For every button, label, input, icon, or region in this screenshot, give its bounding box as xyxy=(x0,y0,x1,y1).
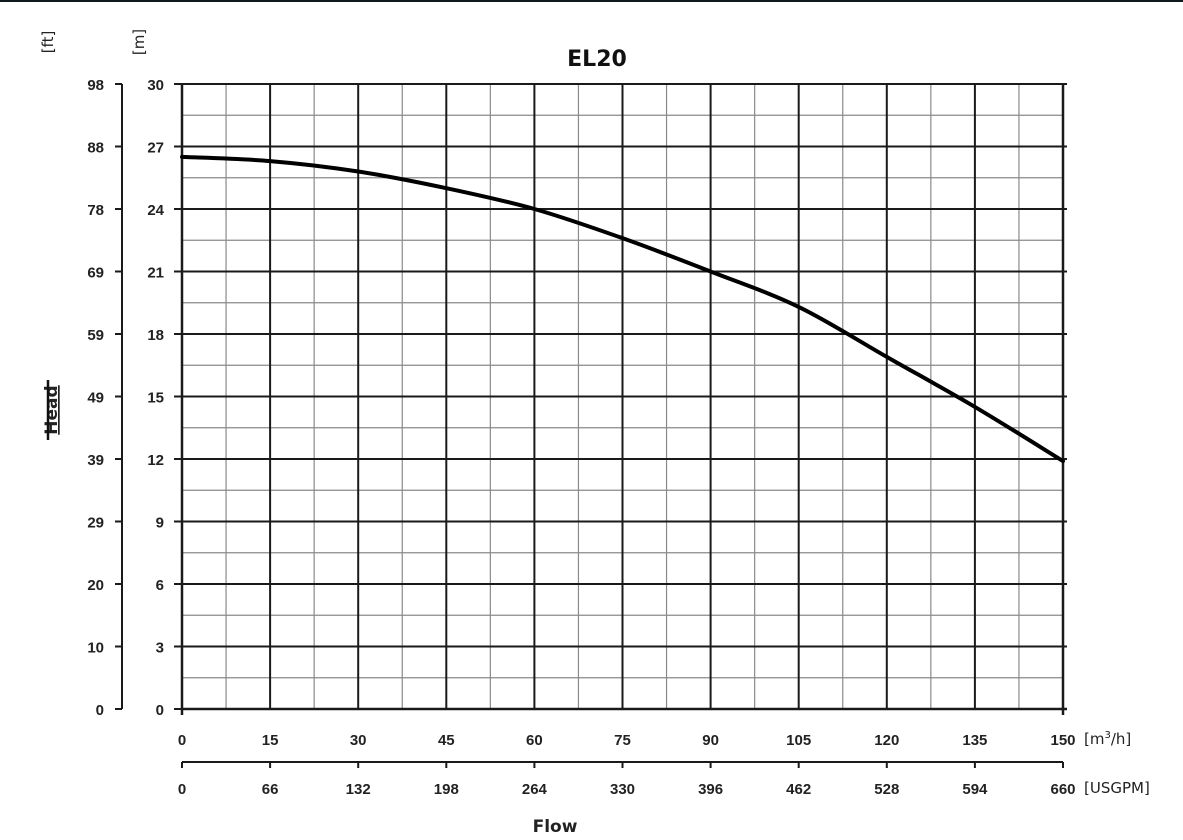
y-secondary-tick-label: 10 xyxy=(87,640,104,657)
y-secondary-tick-label: 78 xyxy=(87,202,104,219)
x-secondary-tick-label: 396 xyxy=(698,781,723,798)
x-secondary-tick-label: 66 xyxy=(262,781,279,798)
y-primary-tick-label: 24 xyxy=(147,202,164,219)
x-secondary-tick-label: 0 xyxy=(178,781,186,798)
y-secondary-tick-label: 49 xyxy=(87,390,104,407)
x-primary-tick-label: 15 xyxy=(262,732,279,749)
y-secondary-tick-label: 69 xyxy=(87,265,104,282)
y-primary-tick-label: 3 xyxy=(156,640,164,657)
x-primary-tick-label: 45 xyxy=(438,732,455,749)
y-secondary-tick-label: 98 xyxy=(87,77,104,94)
x-primary-tick-label: 90 xyxy=(702,732,719,749)
y-secondary-tick-label: 20 xyxy=(87,577,104,594)
x-secondary-tick-label: 132 xyxy=(346,781,371,798)
x-primary-tick-label: 0 xyxy=(178,732,186,749)
y-primary-tick-label: 21 xyxy=(147,265,164,282)
y-primary-tick-label: 18 xyxy=(147,327,164,344)
y-secondary-tick-label: 0 xyxy=(96,702,104,719)
y-secondary-unit: [ft] xyxy=(39,31,57,54)
x-secondary-unit: [USGPM] xyxy=(1084,779,1150,797)
x-primary-tick-label: 120 xyxy=(874,732,899,749)
x-secondary-tick-label: 594 xyxy=(962,781,988,798)
grid xyxy=(174,83,1067,715)
y-secondary-tick-label: 29 xyxy=(87,515,104,532)
x-secondary-tick-label: 528 xyxy=(874,781,899,798)
chart-title: EL20 xyxy=(567,47,627,72)
y-primary-tick-label: 12 xyxy=(147,452,164,469)
top-border xyxy=(0,0,1183,2)
y-primary-tick-label: 0 xyxy=(156,702,164,719)
y-secondary-tick-label: 39 xyxy=(87,452,104,469)
x-secondary-tick-label: 330 xyxy=(610,781,635,798)
x-secondary-tick-label: 198 xyxy=(434,781,459,798)
y-primary-unit: [m] xyxy=(130,29,148,55)
x-secondary-tick-label: 660 xyxy=(1050,781,1075,798)
x-secondary-tick-label: 462 xyxy=(786,781,811,798)
x-primary-tick-label: 135 xyxy=(962,732,987,749)
axes: 0369121518212427300102029394959697888980… xyxy=(87,77,1075,798)
y-primary-tick-label: 15 xyxy=(147,390,164,407)
x-primary-tick-label: 60 xyxy=(526,732,543,749)
x-secondary-tick-label: 264 xyxy=(522,781,548,798)
head-flow-curve xyxy=(180,154,1065,464)
y-secondary-tick-label: 88 xyxy=(87,140,104,157)
x-primary-unit: [m3/h] xyxy=(1084,730,1131,748)
y-axis-title: Head xyxy=(42,385,62,434)
x-primary-tick-label: 75 xyxy=(614,732,631,749)
x-primary-tick-label: 30 xyxy=(350,732,367,749)
x-primary-tick-label: 105 xyxy=(786,732,811,749)
y-primary-tick-label: 30 xyxy=(147,77,164,94)
y-secondary-tick-label: 59 xyxy=(87,327,104,344)
y-primary-tick-label: 6 xyxy=(156,577,164,594)
x-primary-tick-label: 150 xyxy=(1050,732,1075,749)
x-axis-title: Flow xyxy=(533,817,578,837)
y-primary-tick-label: 27 xyxy=(147,140,164,157)
y-primary-tick-label: 9 xyxy=(156,515,164,532)
